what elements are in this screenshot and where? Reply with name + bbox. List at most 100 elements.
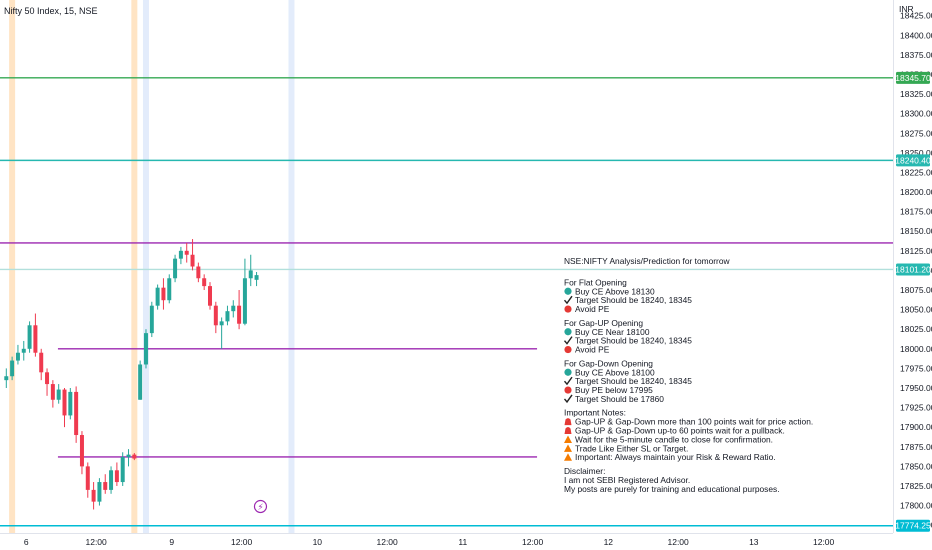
candle[interactable]	[45, 368, 50, 396]
candle-body	[126, 454, 131, 457]
time-tick-label: 12:00	[813, 537, 835, 547]
candle[interactable]	[213, 301, 218, 334]
candle-body	[254, 275, 259, 280]
candle[interactable]	[138, 360, 143, 400]
candle[interactable]	[132, 453, 137, 461]
price-badge-label: 18240.40	[895, 155, 931, 165]
annotation-line: My posts are purely for training and edu…	[564, 484, 780, 494]
candle-body	[225, 311, 230, 322]
candle[interactable]	[190, 239, 195, 271]
candle[interactable]	[208, 282, 212, 310]
candle[interactable]	[103, 474, 108, 494]
candle[interactable]	[167, 274, 172, 304]
price-tick-label: 17925.00	[900, 403, 932, 413]
siren-icon	[564, 427, 572, 435]
price-tick-label: 17800.00	[900, 501, 932, 511]
candle-body	[50, 384, 55, 400]
candle[interactable]	[196, 262, 201, 283]
candle[interactable]	[178, 246, 183, 265]
time-tick-label: 12:00	[522, 537, 544, 547]
candle[interactable]	[97, 478, 102, 506]
candle[interactable]	[15, 344, 20, 365]
candle-body	[103, 482, 108, 490]
annotation-title: NSE:NIFTY Analysis/Prediction for tomorr…	[564, 256, 730, 266]
price-badge: 18101.20	[895, 263, 931, 276]
candle[interactable]	[161, 278, 166, 310]
candle[interactable]	[21, 340, 26, 361]
candle[interactable]	[68, 387, 73, 420]
chart-title: Nifty 50 Index, 15, NSE	[4, 6, 98, 16]
candle[interactable]	[126, 449, 131, 467]
annotation-line: I am not SEBI Registered Advisor.	[564, 475, 690, 485]
session-bands	[9, 0, 295, 533]
time-tick-label: 9	[169, 537, 174, 547]
time-tick-label: 12:00	[667, 537, 689, 547]
candle-body	[202, 278, 207, 287]
horizontal-levels[interactable]	[0, 77, 893, 527]
candle[interactable]	[109, 466, 114, 494]
candle-body	[167, 278, 172, 301]
candle[interactable]	[62, 387, 67, 428]
candle[interactable]	[114, 462, 119, 486]
candle[interactable]	[33, 313, 38, 357]
session-band	[288, 0, 295, 533]
annotation-line: Important: Always maintain your Risk & R…	[575, 452, 776, 462]
candle[interactable]	[10, 356, 15, 381]
candle[interactable]	[149, 301, 154, 338]
candle[interactable]	[56, 384, 61, 404]
candle[interactable]	[254, 271, 259, 287]
price-tick-label: 18425.00	[900, 11, 932, 21]
annotation-line: Target Should be 18240, 18345	[575, 295, 692, 305]
event-symbol: ⚡	[257, 502, 263, 512]
candle-body	[56, 389, 61, 400]
annotation-line: Gap-UP & Gap-Down more than 100 points w…	[575, 417, 813, 427]
candle-body	[33, 325, 38, 353]
candle-body	[15, 352, 20, 361]
candle[interactable]	[237, 290, 242, 330]
session-band	[142, 0, 149, 533]
annotation-heading: Important Notes:	[564, 408, 626, 418]
time-axis-ticks[interactable]: 6 12:00 9 12:00 10 12:00 11 12:00 12 12:00 13 12:00	[24, 537, 835, 547]
price-badge: 18240.40	[895, 154, 931, 167]
candle[interactable]	[143, 329, 148, 369]
annotation-line: Buy CE Above 18130	[575, 286, 655, 296]
candle[interactable]	[219, 317, 224, 349]
candle[interactable]	[225, 305, 230, 326]
candle[interactable]	[242, 258, 247, 326]
event-marker-group[interactable]: ⚡	[253, 499, 268, 514]
price-badge-label: 18345.70	[895, 73, 931, 83]
candle-body	[237, 305, 242, 324]
price-tick-label: 18375.00	[900, 50, 932, 60]
candle[interactable]	[50, 380, 55, 408]
candle[interactable]	[27, 321, 32, 353]
price-tick-label: 18175.00	[900, 207, 932, 217]
annotation-heading: For Gap-Down Opening	[564, 358, 653, 368]
candle[interactable]	[79, 431, 84, 475]
candle[interactable]	[231, 300, 236, 318]
annotation-heading: Disclaimer:	[564, 466, 605, 476]
candle[interactable]	[91, 482, 96, 510]
candle[interactable]	[173, 254, 178, 283]
candle-body	[97, 482, 102, 502]
price-badge-bg	[896, 519, 930, 532]
candle[interactable]	[74, 386, 79, 443]
candle[interactable]	[4, 368, 9, 388]
candle[interactable]	[39, 348, 44, 381]
candle-body	[120, 456, 125, 483]
event-icon[interactable]	[253, 499, 268, 514]
candle-body	[91, 489, 96, 502]
candle[interactable]	[120, 452, 125, 486]
candle[interactable]	[202, 274, 207, 291]
annotation-line: Gap-UP & Gap-Down up-to 60 points wait f…	[575, 426, 785, 436]
candle[interactable]	[155, 284, 160, 310]
candle-body	[85, 466, 90, 490]
candle[interactable]	[248, 254, 253, 287]
candles[interactable]	[4, 239, 259, 510]
candle[interactable]	[85, 462, 90, 498]
price-tick-label: 17850.00	[900, 461, 932, 471]
candle[interactable]	[184, 242, 189, 263]
annotation-line: Target Should be 17860	[575, 394, 664, 404]
candle-body	[190, 254, 195, 267]
